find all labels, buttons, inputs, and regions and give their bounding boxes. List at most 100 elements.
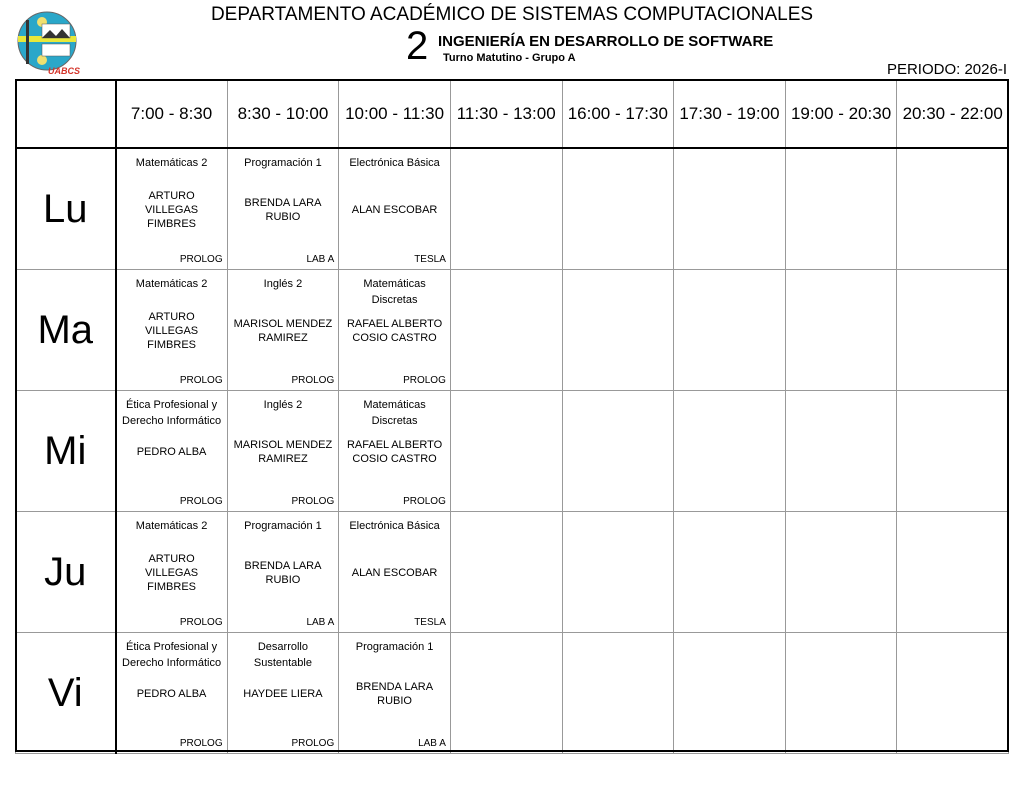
time-slot-header: 16:00 - 17:30 [561,79,675,149]
schedule-cell: Desarrollo Sustentable HAYDEE LIERA PROLOG [226,632,340,754]
class-teacher: BRENDA LARA RUBIO [244,560,322,586]
schedule-cell [561,147,675,270]
class-teacher: HAYDEE LIERA [243,688,323,700]
shift-group: Turno Matutino - Grupo A [443,52,576,64]
schedule-cell [673,511,786,633]
schedule-cell [449,632,563,754]
schedule-cell: Programación 1 BRENDA LARA RUBIO LAB A [226,511,340,633]
class-subject: Programación 1 [355,641,434,653]
class-subject: Matemáticas Discretas [363,278,426,306]
time-slot-header: 11:30 - 13:00 [449,79,563,149]
schedule-cell: Programación 1 BRENDA LARA RUBIO LAB A [338,632,451,754]
class-teacher: MARISOL MENDEZ RAMIREZ [233,318,333,344]
class-room: PROLOG [403,496,446,507]
class-subject: Programación 1 [244,157,322,169]
schedule-cell [673,269,786,391]
class-teacher: BRENDA LARA RUBIO [244,197,322,223]
schedule-cell: Electrónica Básica ALAN ESCOBAR TESLA [338,147,451,270]
class-teacher: RAFAEL ALBERTO COSIO CASTRO [346,439,443,465]
class-room: PROLOG [179,738,223,749]
time-slot-header: 8:30 - 10:00 [226,79,340,149]
schedule-cell [784,511,898,633]
semester-number: 2 [406,24,429,68]
class-room: PROLOG [291,738,335,749]
period-label: PERIODO: 2026-I [886,61,1007,78]
schedule-table: 7:00 - 8:30 8:30 - 10:00 10:00 - 11:30 11:3… [15,79,1009,754]
schedule-cell [784,632,898,754]
class-subject: Inglés 2 [263,278,303,290]
schedule-cell: Matemáticas 2 ARTURO VILLEGAS FIMBRES PROL… [115,511,228,633]
schedule-cell [561,269,675,391]
class-room: PROLOG [403,375,446,386]
class-teacher: ARTURO VILLEGAS FIMBRES [144,190,199,230]
time-slot-header: 10:00 - 11:30 [338,79,451,149]
program-name: INGENIERÍA EN DESARROLLO DE SOFTWARE [438,33,774,50]
class-subject: Programación 1 [244,520,322,532]
schedule-cell [784,269,898,391]
class-teacher: ARTURO VILLEGAS FIMBRES [144,311,199,351]
time-slot-header: 17:30 - 19:00 [673,79,786,149]
svg-text:UABCS: UABCS [48,66,80,76]
class-room: PROLOG [179,254,223,265]
university-logo: UABCS [17,11,80,76]
schedule-cell [784,147,898,270]
day-row: Ju Matemáticas 2 ARTURO VILLEGAS FIMBRES PR… [15,511,1009,633]
schedule-cell: Ética Profesional y Derecho Informático P… [115,390,228,512]
class-teacher: MARISOL MENDEZ RAMIREZ [233,439,333,465]
day-label: Ju [15,511,117,633]
class-subject: Inglés 2 [263,399,303,411]
schedule-cell: Programación 1 BRENDA LARA RUBIO LAB A [226,147,340,270]
schedule-cell [896,390,1009,512]
schedule-cell [449,147,563,270]
time-slot-header: 7:00 - 8:30 [115,79,228,149]
class-room: LAB A [418,738,446,749]
schedule-cell [896,511,1009,633]
class-room: PROLOG [179,617,223,628]
class-room: PROLOG [291,375,335,386]
class-subject: Ética Profesional y Derecho Informático [122,641,222,669]
department-title: DEPARTAMENTO ACADÉMICO DE SISTEMAS COMPU… [210,4,814,25]
time-slot-header: 20:30 - 22:00 [896,79,1009,149]
schedule-cell [449,269,563,391]
class-teacher: ALAN ESCOBAR [351,204,438,216]
class-subject: Electrónica Básica [349,157,440,169]
day-row: Lu Matemáticas 2 ARTURO VILLEGAS FIMBRES PR… [15,147,1009,270]
class-room: TESLA [414,254,446,265]
day-label: Ma [15,269,117,391]
schedule-cell [449,511,563,633]
class-subject: Desarrollo Sustentable [253,641,312,669]
class-subject: Matemáticas Discretas [363,399,426,427]
schedule-cell [673,147,786,270]
class-teacher: ALAN ESCOBAR [351,567,438,579]
schedule-cell [673,390,786,512]
schedule-cell [561,632,675,754]
schedule-cell [673,632,786,754]
class-room: TESLA [414,617,446,628]
schedule-cell: Matemáticas 2 ARTURO VILLEGAS FIMBRES PROL… [115,269,228,391]
class-teacher: ARTURO VILLEGAS FIMBRES [144,553,199,593]
schedule-cell: Inglés 2 MARISOL MENDEZ RAMIREZ PROLOG [226,269,340,391]
schedule-cell: Matemáticas Discretas RAFAEL ALBERTO COSI… [338,390,451,512]
day-label: Lu [15,147,117,270]
class-teacher: BRENDA LARA RUBIO [356,681,434,707]
class-teacher: RAFAEL ALBERTO COSIO CASTRO [346,318,443,344]
class-room: PROLOG [179,496,223,507]
day-row: Vi Ética Profesional y Derecho Informátic… [15,632,1009,754]
class-teacher: PEDRO ALBA [136,446,207,458]
schedule-cell [561,511,675,633]
schedule-cell [896,269,1009,391]
class-room: LAB A [306,617,335,628]
day-label: Vi [15,632,117,754]
time-header-row: 7:00 - 8:30 8:30 - 10:00 10:00 - 11:30 11:3… [15,79,1009,149]
class-room: PROLOG [179,375,223,386]
class-subject: Electrónica Básica [349,520,440,532]
schedule-cell: Matemáticas Discretas RAFAEL ALBERTO COSI… [338,269,451,391]
corner-cell [15,79,117,149]
class-subject: Matemáticas 2 [135,157,208,169]
schedule-cell: Electrónica Básica ALAN ESCOBAR TESLA [338,511,451,633]
schedule-cell [896,147,1009,270]
schedule-cell: Matemáticas 2 ARTURO VILLEGAS FIMBRES PROL… [115,147,228,270]
class-room: LAB A [306,254,335,265]
schedule-cell: Inglés 2 MARISOL MENDEZ RAMIREZ PROLOG [226,390,340,512]
schedule-cell: Ética Profesional y Derecho Informático P… [115,632,228,754]
